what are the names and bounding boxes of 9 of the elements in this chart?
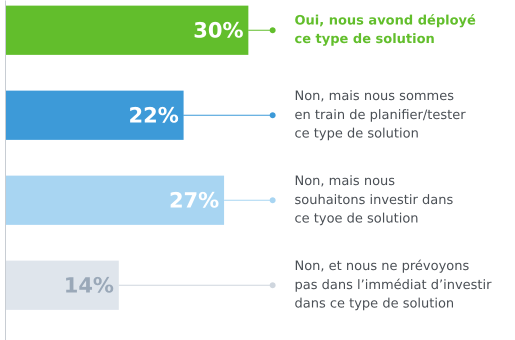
y-tick-label: Non, mais nous sommes en train de planifier/tester ce type de solution (294, 89, 466, 142)
data-label: 27% (168, 188, 220, 212)
y-tick-label: Oui, nous avond déployé ce type de solution (294, 13, 476, 48)
data-label: 30% (193, 18, 244, 42)
bar (6, 260, 119, 310)
y-tick-label: Non, et nous ne prévoyons pas dans l’immédiat d’investir dans ce type de solution (294, 259, 492, 312)
data-label: 22% (128, 103, 179, 128)
data-label: 14% (64, 273, 114, 298)
y-tick-label: Non, mais nous souhaitons investir dans ce tyoe de solution (294, 174, 454, 226)
